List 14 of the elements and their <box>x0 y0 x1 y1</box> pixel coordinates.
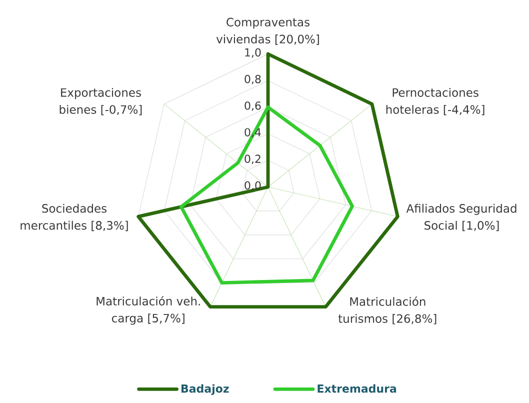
spoke-label: Pernoctaciones hoteleras [-4,4%] <box>386 88 484 116</box>
y-tick-label: 0,0 <box>244 181 261 191</box>
y-tick-label: 0,2 <box>244 154 260 164</box>
spoke-label: Afiliados Seguridad Social [1,0%] <box>406 204 516 232</box>
legend-label: Badajoz <box>181 384 229 395</box>
legend-label: Extremadura <box>318 384 396 393</box>
spoke-label: Exportaciones bienes [-0,7%] <box>60 88 142 116</box>
y-tick-label: 0,8 <box>244 74 261 84</box>
spoke-label: Matriculación turismos [26,8%] <box>338 296 436 324</box>
y-tick-label: 1,0 <box>245 48 261 58</box>
y-tick-label: 0,6 <box>244 101 261 111</box>
spoke-label: Compraventas viviendas [20,0%] <box>216 18 319 45</box>
spoke-label: Sociedades mercantiles [8,3%] <box>20 204 128 232</box>
spoke-label: Matriculación veh. carga [5,7%] <box>96 296 200 325</box>
